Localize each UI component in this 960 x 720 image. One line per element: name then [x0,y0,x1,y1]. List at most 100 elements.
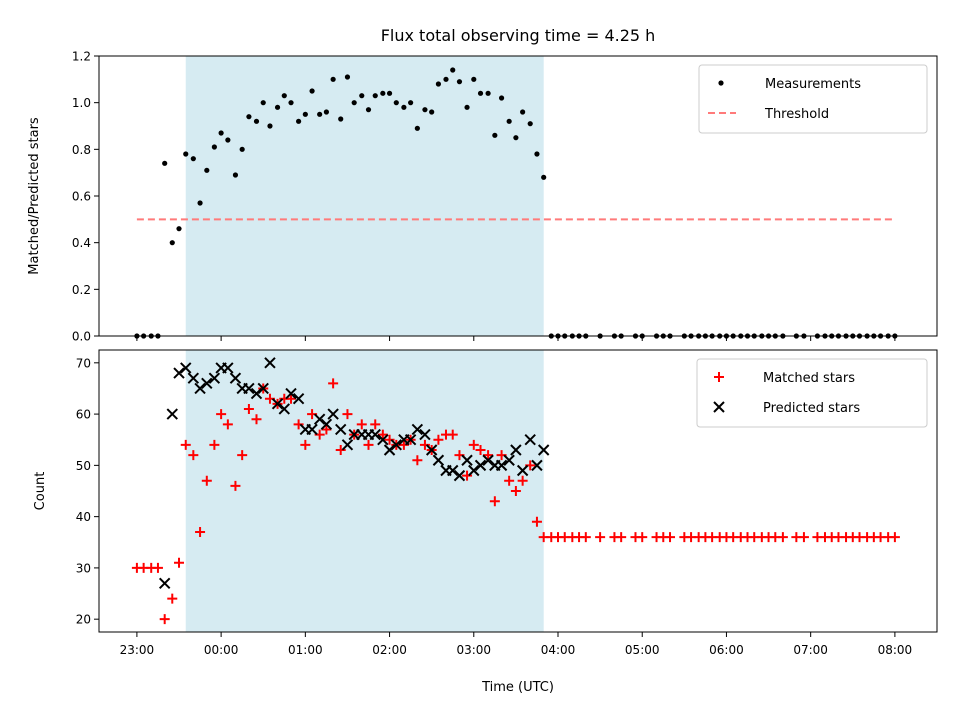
x-tick-label: 08:00 [878,643,913,657]
predicted-star-marker [306,423,318,436]
matched-star-marker [616,532,627,543]
matched-star-marker [637,532,648,543]
matched-star-marker [230,480,241,491]
measurement-point [492,132,498,138]
ratio-axis-ticks: 0.0 0.2 0.4 0.6 0.8 1.0 1.2 [72,50,896,344]
predicted-star-marker [229,372,242,384]
y-tick-label: 0.0 [72,330,91,344]
matched-star-marker [398,439,409,450]
predicted-star-marker [243,382,255,395]
measurement-point [296,118,302,124]
predicted-star-marker [292,393,305,405]
measurement-point [414,125,420,131]
measurement-point [443,76,449,82]
predicted-star-marker [278,403,290,415]
measurement-point [344,74,351,80]
matched-star-marker [237,450,248,461]
measurement-point [498,95,505,101]
matched-star-marker [328,378,339,389]
y-tick-label: 40 [76,510,91,524]
y-tick-label: 0.6 [72,190,91,204]
measurement-point [197,200,203,206]
legend-label: Measurements [765,77,861,92]
predicted-star-marker [158,577,171,589]
predicted-star-marker [222,362,234,374]
predicted-star-marker [201,377,213,390]
measurement-point [253,118,260,124]
predicted-star-marker [271,398,284,410]
ratio-y-axis-label: Matched/Predicted stars [27,117,42,275]
measurement-point [393,100,399,106]
matched-star-marker [517,475,528,486]
matched-star-marker [152,562,163,573]
time-x-axis-label: Time (UTC) [481,680,554,695]
y-tick-label: 50 [76,459,91,473]
matched-star-marker [251,414,262,425]
matched-star-marker [286,393,297,404]
matched-star-marker [447,429,458,440]
y-tick-label: 0.4 [72,236,91,250]
measurement-point [520,109,526,115]
legend-label: Threshold [764,107,829,122]
matched-star-marker [335,444,346,455]
predicted-star-marker [390,439,403,451]
y-tick-label: 1.0 [72,96,91,110]
matched-star-marker [209,439,220,450]
matched-star-marker [483,450,494,461]
x-tick-label: 06:00 [709,643,744,657]
predicted-star-marker [257,382,269,395]
matched-star-marker [174,557,185,568]
legend-label: Matched stars [763,371,855,386]
matched-star-marker [321,424,332,435]
matched-star-marker [243,403,254,414]
measurement-point [372,93,378,99]
measurement-point [281,93,287,99]
measurement-point [309,88,315,94]
count-y-axis-label: Count [33,472,48,511]
y-tick-label: 70 [76,356,91,370]
predicted-star-marker [313,413,326,425]
matched-star-marker [595,532,606,543]
matched-star-marker [188,450,199,461]
measurement-point [225,137,231,143]
observing-window-region [185,350,544,632]
matched-star-marker [665,532,676,543]
matched-star-marker [293,419,304,430]
legend-swatch [713,401,725,413]
matched-star-marker [167,593,178,604]
predicted-star-marker [335,423,347,436]
matched-star-marker [180,439,191,450]
matched-star-marker [504,475,515,486]
measurement-point [359,93,365,99]
matched-star-marker [222,419,233,430]
measurement-point [246,114,252,120]
predicted-star-marker [503,454,515,466]
measurement-point [534,151,540,157]
predicted-star-marker [524,434,536,446]
measurement-point [365,107,372,113]
x-tick-label: 03:00 [456,643,491,657]
predicted-star-marker [208,372,221,384]
measurement-point [232,172,239,178]
matched-star-marker [195,527,206,538]
legend-swatch [714,372,724,382]
matched-star-marker [580,532,591,543]
matched-star-marker [342,409,353,420]
count-panel: 23:00 00:00 01:00 02:00 03:00 04:00 05:00 06:00… [33,349,938,695]
x-tick-label: 00:00 [204,643,239,657]
x-tick-label: 01:00 [288,643,323,657]
predicted-star-marker [468,464,480,477]
measurement-point [204,167,210,173]
measurement-point [239,146,245,152]
predicted-star-marker [404,434,417,446]
matched-star-marker [412,455,423,466]
matched-star-marker [510,486,521,496]
predicted-star-marker [383,444,396,456]
measurement-point [274,104,281,110]
predicted-star-marker [180,362,192,374]
x-tick-label: 05:00 [625,643,660,657]
measurement-point [450,67,456,73]
matched-star-marker [300,439,311,450]
predicted-star-marker [495,459,508,472]
